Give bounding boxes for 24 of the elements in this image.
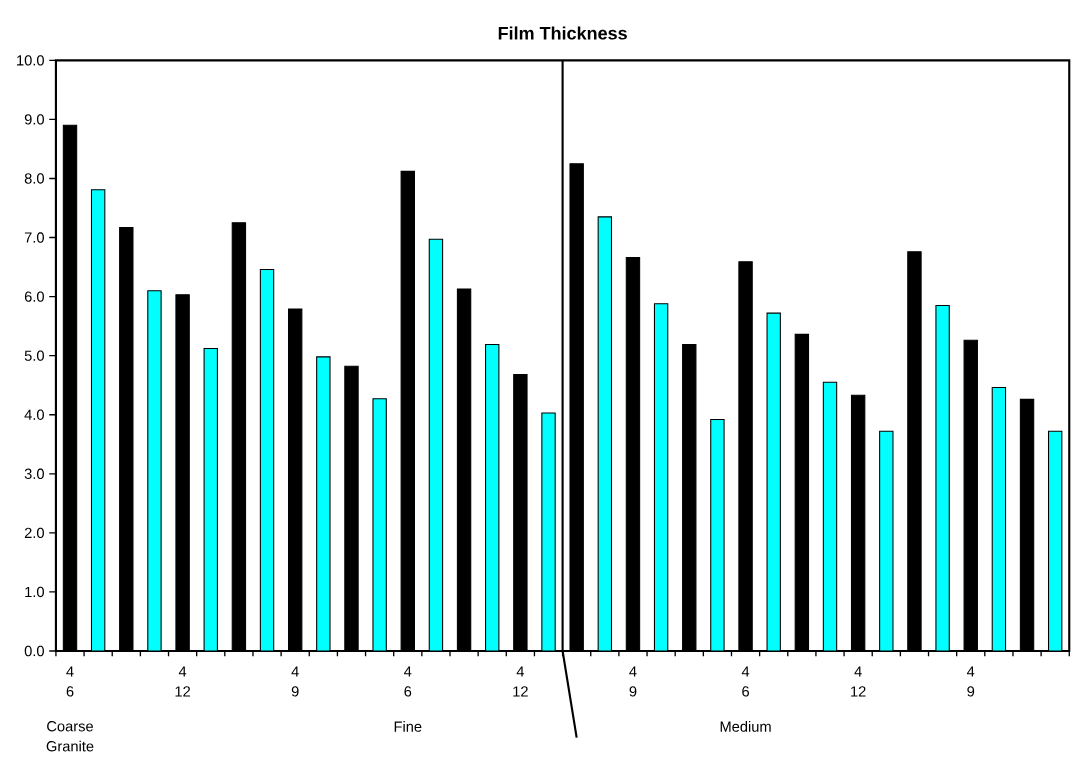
y-tick-label: 5.0	[24, 350, 44, 361]
text: Fine	[394, 721, 422, 732]
y-tick-label: 2.0	[24, 527, 44, 539]
x-tick-label: 4 12	[175, 666, 191, 697]
x-tick-label: 4 9	[967, 666, 975, 697]
x-tick-label: 4 6	[404, 666, 412, 697]
x-tick-label: 4 9	[629, 666, 637, 697]
x-tick-label: 4 12	[513, 666, 528, 697]
x-tick-label: 4 12	[851, 666, 866, 697]
y-tick-label: 7.0	[24, 232, 44, 243]
chart-title: Film Thickness	[498, 26, 627, 40]
y-tick-label: 9.0	[24, 114, 44, 125]
x-tick-label: 4 9	[291, 666, 299, 697]
text: Medium	[720, 721, 771, 732]
y-tick-label: 0.0	[24, 645, 44, 657]
y-tick-label: 8.0	[24, 173, 44, 184]
y-tick-label: 10.0	[17, 55, 44, 66]
x-tick-label: 4 6	[741, 666, 750, 697]
y-tick-label: 4.0	[24, 409, 44, 420]
text: Coarse Granite	[46, 721, 94, 752]
y-tick-label: 1.0	[25, 586, 44, 598]
y-tick-label: 6.0	[24, 291, 44, 302]
y-tick-label: 3.0	[24, 468, 44, 479]
x-tick-label: 4 6	[66, 666, 74, 697]
